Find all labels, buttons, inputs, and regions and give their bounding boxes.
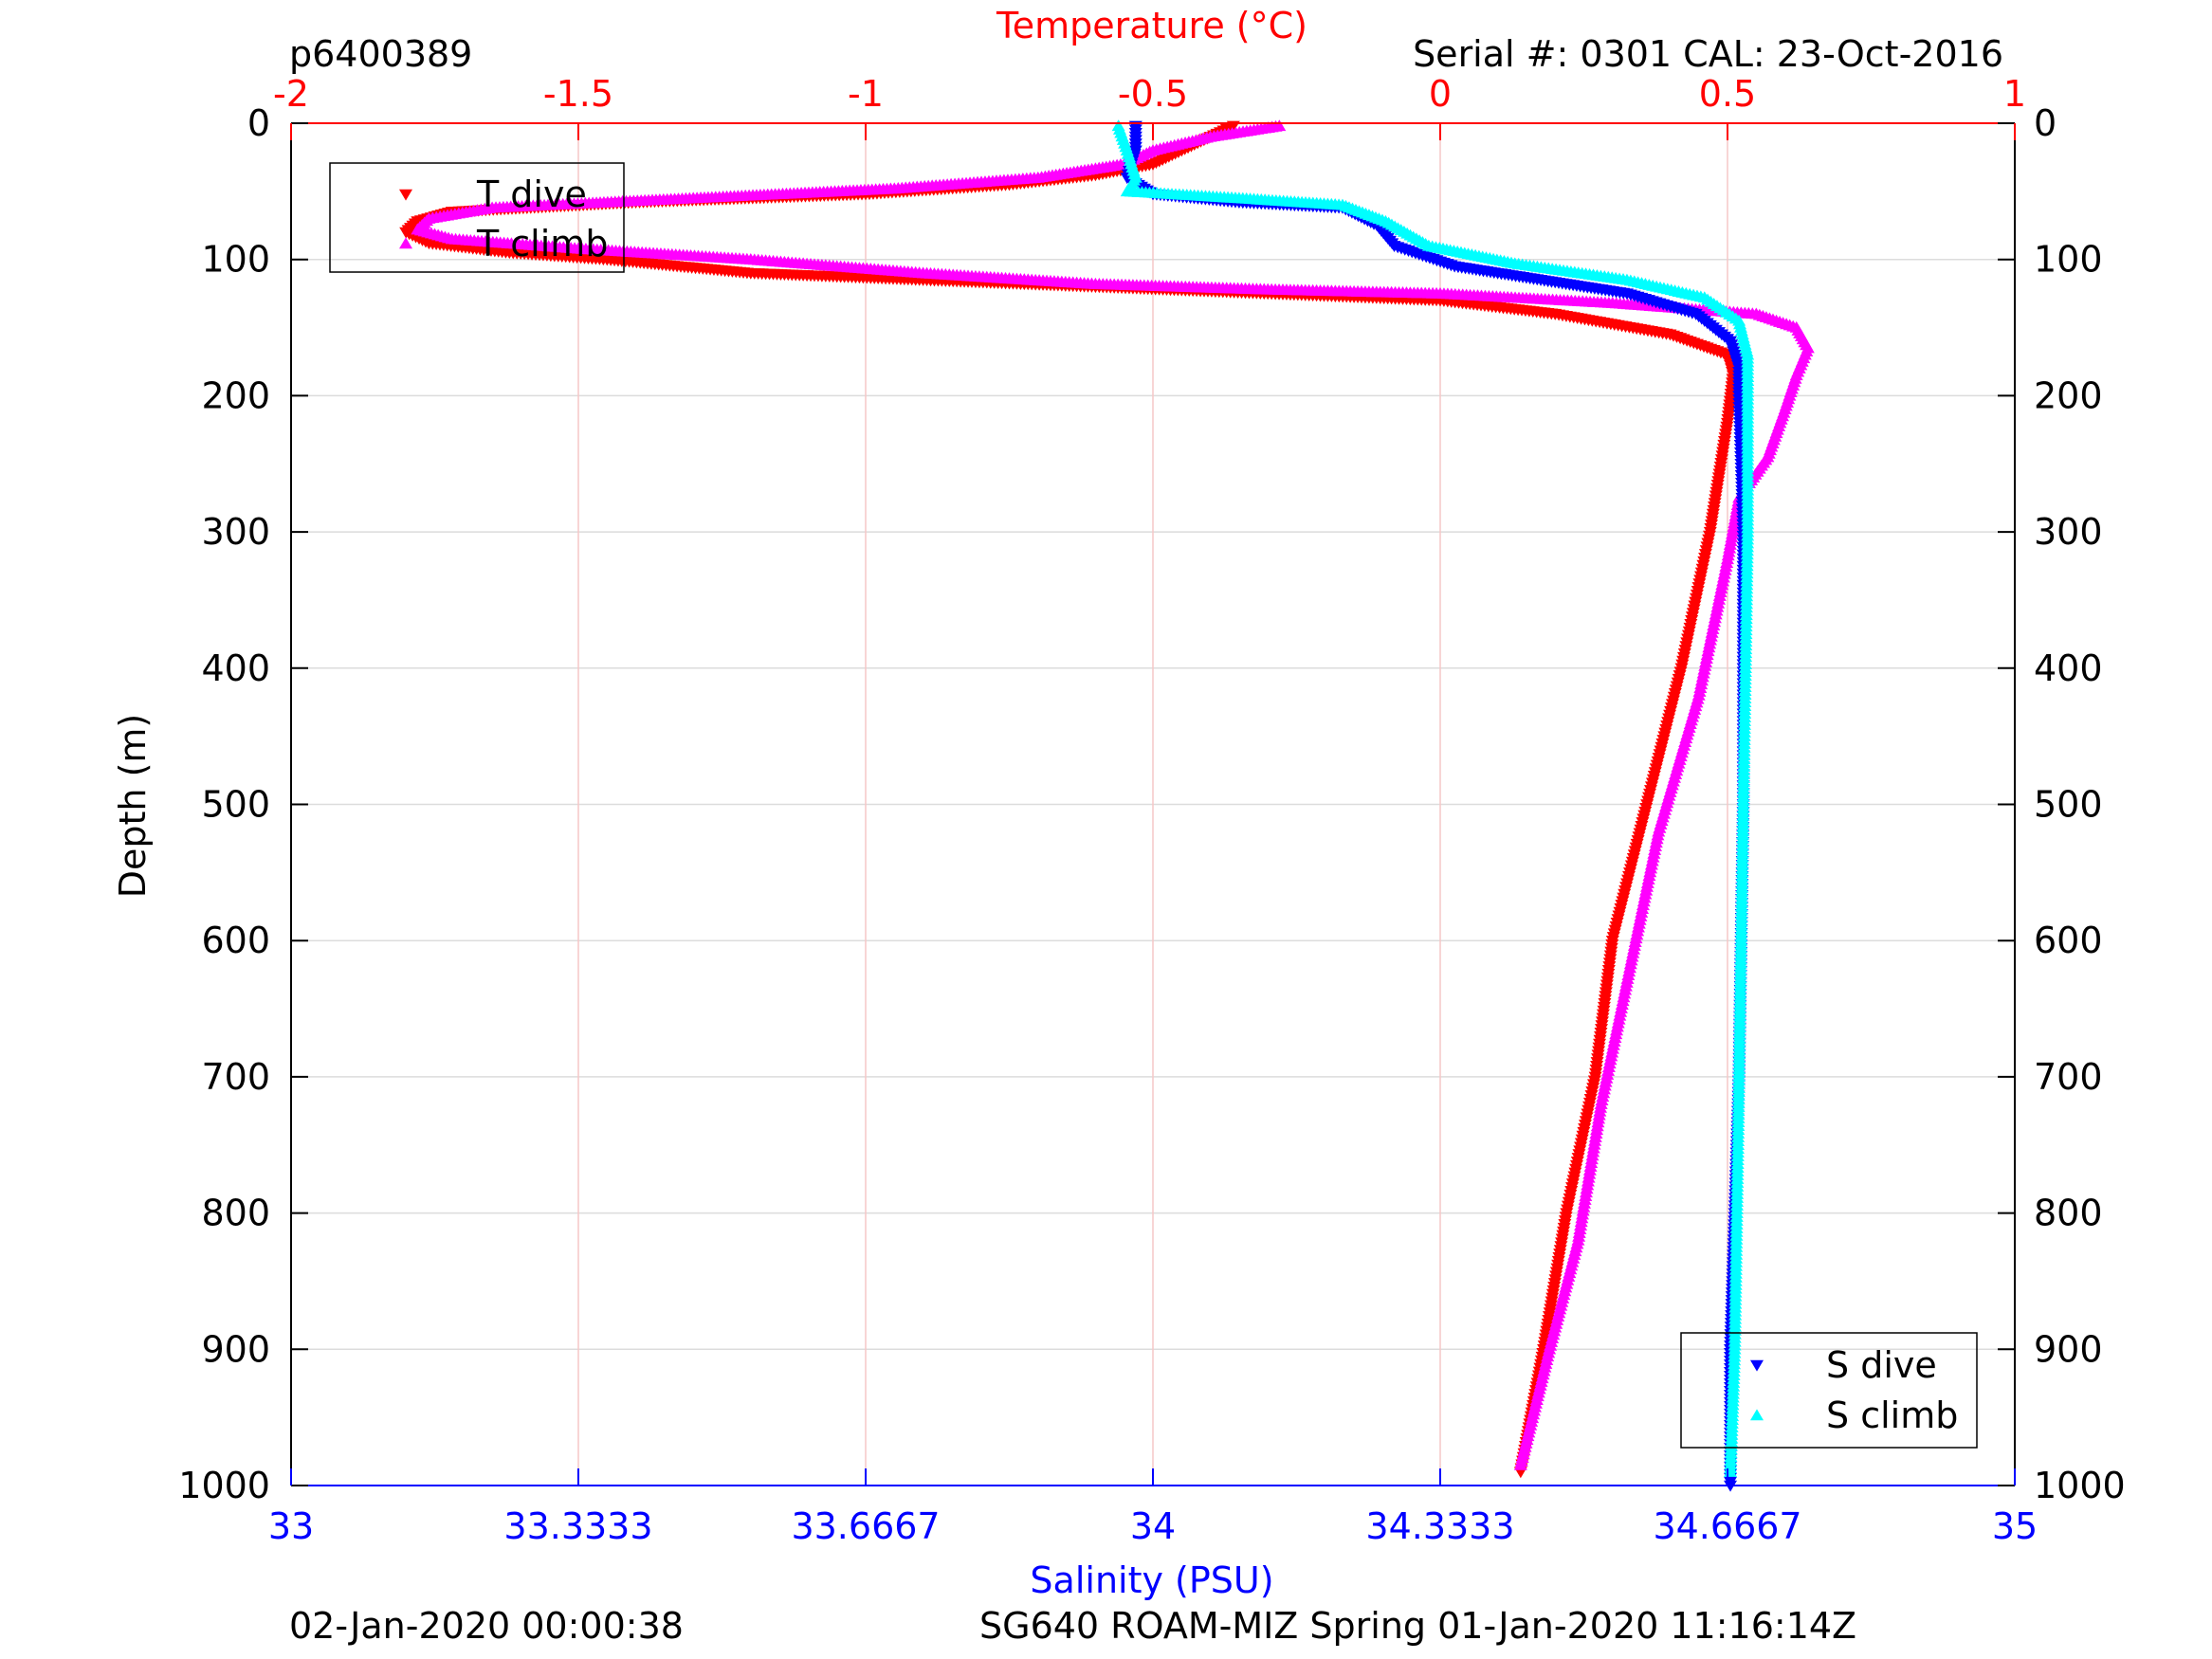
depth-tick-label-left: 100: [201, 239, 270, 281]
salinity-tick-label: 33.3333: [503, 1505, 652, 1547]
temperature-tick-label: -1.5: [543, 73, 613, 115]
salinity-tick-label: 34.6667: [1653, 1505, 1801, 1547]
legend-label: T dive: [476, 173, 587, 215]
depth-tick-label-right: 0: [2034, 102, 2057, 144]
salinity-tick-label: 33.6667: [791, 1505, 940, 1547]
temperature-tick-label: -2: [273, 73, 309, 115]
depth-tick-label-right: 700: [2034, 1056, 2103, 1098]
footer-mission-info: SG640 ROAM-MIZ Spring 01-Jan-2020 11:16:…: [979, 1605, 1857, 1647]
legend-box: [1680, 1332, 1978, 1449]
depth-tick-label-right: 100: [2034, 239, 2103, 281]
salinity-tick-label: 34: [1130, 1505, 1176, 1547]
marker-point: [1513, 1458, 1527, 1470]
serial-info: Serial #: 0301 CAL: 23-Oct-2016: [1413, 33, 2003, 75]
legend-marker: [399, 189, 412, 201]
salinity-tick-label: 34.3333: [1365, 1505, 1514, 1547]
temperature-tick-label: 1: [2003, 73, 2026, 115]
legend-marker: [399, 237, 412, 249]
legend-marker: [1750, 1359, 1764, 1372]
series-t-dive: [399, 120, 1741, 1479]
depth-tick-label-left: 500: [201, 784, 270, 826]
depth-tick-label-right: 400: [2034, 647, 2103, 689]
grid-lines: [290, 122, 2016, 1486]
depth-tick-label-right: 500: [2034, 784, 2103, 826]
depth-tick-label-left: 700: [201, 1056, 270, 1098]
legend-temperature: T dive T climb: [329, 162, 625, 273]
legend-label: T climb: [476, 223, 608, 264]
depth-tick-label-left: 0: [247, 102, 270, 144]
depth-tick-label-left: 900: [201, 1328, 270, 1370]
depth-tick-label-left: 400: [201, 647, 270, 689]
depth-tick-label-right: 1000: [2034, 1465, 2126, 1506]
legend-label: S climb: [1826, 1395, 1958, 1436]
depth-tick-label-right: 600: [2034, 920, 2103, 961]
temperature-tick-label: 0: [1429, 73, 1452, 115]
depth-tick-label-left: 600: [201, 920, 270, 961]
depth-tick-label-right: 800: [2034, 1193, 2103, 1234]
depth-tick-label-left: 300: [201, 511, 270, 553]
axis-ticks: 0 0 100 100 200 200 300 300 400 400 500 500 600 600 70…: [178, 73, 2125, 1547]
top-axis-title: Temperature (°C): [996, 5, 1307, 46]
profile-id: p6400389: [289, 33, 473, 75]
depth-tick-label-right: 900: [2034, 1328, 2103, 1370]
y-axis-title: Depth (m): [112, 713, 154, 899]
legend-box: [329, 162, 625, 273]
series-s-climb: [1111, 119, 1755, 1477]
footer-timestamp: 02-Jan-2020 00:00:38: [289, 1605, 684, 1647]
salinity-tick-label: 35: [1992, 1505, 2038, 1547]
depth-tick-label-left: 200: [201, 374, 270, 416]
bottom-axis-title: Salinity (PSU): [1030, 1559, 1274, 1601]
temperature-tick-label: -1: [848, 73, 884, 115]
legend-salinity: S dive S climb: [1680, 1332, 1978, 1449]
depth-tick-label-right: 200: [2034, 374, 2103, 416]
salinity-tick-label: 33: [268, 1505, 314, 1547]
temperature-tick-label: -0.5: [1118, 73, 1188, 115]
legend-marker: [1750, 1409, 1764, 1421]
depth-tick-label-left: 800: [201, 1193, 270, 1234]
depth-tick-label-left: 1000: [178, 1465, 270, 1506]
legend-label: S dive: [1826, 1344, 1937, 1386]
temperature-tick-label: 0.5: [1699, 73, 1756, 115]
series-layer: [399, 119, 1815, 1492]
depth-tick-label-right: 300: [2034, 511, 2103, 553]
